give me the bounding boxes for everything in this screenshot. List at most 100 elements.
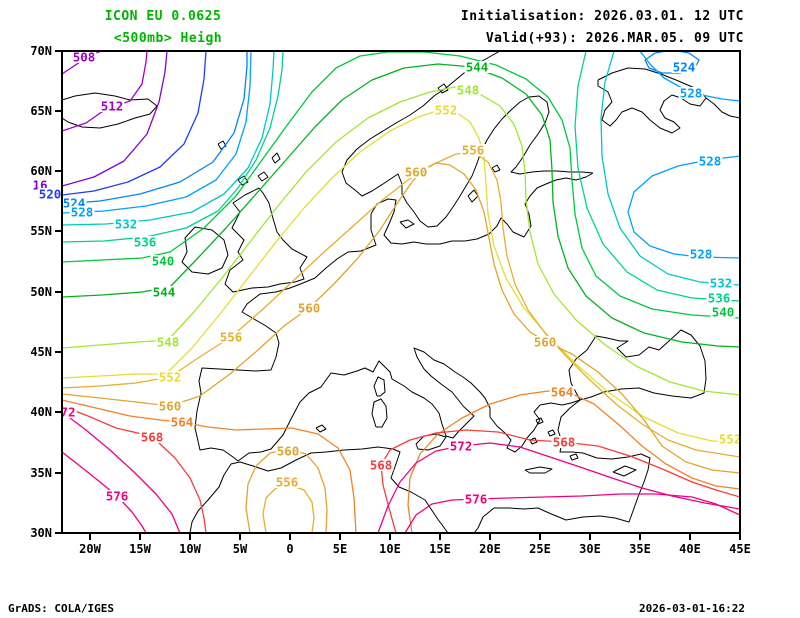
contour-label-bg (717, 433, 743, 445)
axes-layer: 70N 65N 60N 55N 50N 45N 40N 35N 30N 20W 15W 10W 5W 0 5… (30, 44, 751, 556)
contour-line-576 (62, 451, 147, 533)
contour-label-bg (671, 61, 697, 73)
contour-label-bg (706, 292, 732, 304)
contour-label-572: 572 (450, 439, 473, 454)
coastline-path (597, 67, 707, 134)
lon-tick-label: 20E (479, 542, 501, 556)
model-title: ICON EU 0.0625 (105, 9, 222, 24)
coastline-path (217, 140, 227, 150)
coastline-path (224, 187, 308, 293)
lat-tick-label: 70N (30, 44, 52, 58)
contour-line-564 (407, 390, 740, 533)
contour-line-516 (62, 51, 168, 187)
contour-label-528: 528 (680, 86, 703, 101)
contour-label-bg (37, 188, 63, 200)
contour-line-552 (62, 109, 740, 443)
contour-label-528: 528 (690, 247, 713, 262)
lon-tick-label: 0 (286, 542, 293, 556)
lat-tick-label: 35N (30, 466, 52, 480)
contour-label-508: 508 (73, 50, 96, 65)
lon-tick-label: 15E (429, 542, 451, 556)
contour-line-528 (62, 51, 252, 214)
contour-label-bg (155, 336, 181, 348)
coastline-path (612, 465, 637, 477)
contour-line-572 (62, 411, 181, 533)
contour-label-bg (169, 416, 195, 428)
contour-label-bg (697, 155, 723, 167)
lat-tick-label: 30N (30, 526, 52, 540)
contour-label-564: 564 (171, 415, 194, 430)
lon-tick-label: 10E (379, 542, 401, 556)
level-title: <500mb> Heigh (114, 31, 222, 46)
contour-line-536 (574, 51, 740, 302)
contour-label-bg (532, 336, 558, 348)
lon-tick-label: 5W (233, 542, 248, 556)
contour-label-568: 568 (553, 435, 576, 450)
contour-label-564: 564 (551, 385, 574, 400)
contour-label-536: 536 (134, 235, 157, 250)
contour-label-bg (688, 248, 714, 260)
contour-label-bg (296, 302, 322, 314)
valid-time-label: Valid(+93): 2026.MAR.05. 09 UTC (486, 31, 744, 46)
contour-line-540 (62, 51, 740, 319)
contour-line-560 (62, 162, 740, 474)
contour-label-536: 536 (708, 291, 731, 306)
contour-line-532 (600, 51, 740, 286)
contour-label-bg (551, 436, 577, 448)
contour-label-bg (274, 476, 300, 488)
contour-label-528: 528 (71, 205, 94, 220)
lat-tick-label: 50N (30, 285, 52, 299)
contour-label-556: 556 (276, 475, 299, 490)
contour-label-544: 544 (153, 285, 176, 300)
grads-credit: GrADS: COLA/IGES (8, 602, 114, 615)
lat-tick-label: 65N (30, 104, 52, 118)
contour-label-bg (455, 84, 481, 96)
contour-label-560: 560 (534, 335, 557, 350)
contour-label-556: 556 (462, 143, 485, 158)
lon-tick-label: 5E (333, 542, 347, 556)
lon-tick-label: 40E (679, 542, 701, 556)
contour-label-560: 560 (159, 399, 182, 414)
contour-label-bg (218, 331, 244, 343)
contour-label-bg (549, 386, 575, 398)
contour-line-568 (380, 429, 740, 533)
contour-label-bg (113, 218, 139, 230)
contour-label-552: 552 (719, 432, 742, 447)
creation-timestamp: 2026-03-01-16:22 (639, 602, 745, 615)
contour-line-536 (62, 51, 284, 243)
contour-label-bg (448, 440, 474, 452)
contour-label-532: 532 (115, 217, 138, 232)
coastline-path (181, 226, 229, 275)
coastline-path (547, 429, 556, 437)
contour-label-bg (132, 236, 158, 248)
contour-label-568: 568 (141, 430, 164, 445)
contour-label-552: 552 (435, 103, 458, 118)
contour-line-568 (62, 405, 207, 533)
coastline-path (569, 453, 579, 461)
init-time-label: Initialisation: 2026.03.01. 12 UTC (461, 9, 744, 24)
contour-label-560: 560 (277, 444, 300, 459)
coastline-path (705, 97, 740, 119)
contour-label-bg (157, 371, 183, 383)
lon-tick-label: 45E (729, 542, 751, 556)
contour-label-bg (708, 277, 734, 289)
lon-tick-label: 20W (79, 542, 101, 556)
contour-label-572: 72 (60, 405, 75, 420)
contour-label-bg (433, 104, 459, 116)
contour-label-556: 556 (220, 330, 243, 345)
lon-tick-label: 30E (579, 542, 601, 556)
contour-label-bg (69, 206, 95, 218)
contour-line-576 (404, 493, 740, 533)
contour-line-564 (62, 399, 357, 533)
contour-line-556 (262, 484, 315, 533)
contour-label-bg (710, 306, 736, 318)
lon-tick-label: 35E (629, 542, 651, 556)
contour-label-bg (157, 400, 183, 412)
lon-tick-label: 10W (179, 542, 201, 556)
contour-line-524 (62, 51, 248, 205)
contour-label-bg (368, 459, 394, 471)
contour-label-524: 524 (673, 60, 696, 75)
coastline-path (257, 171, 269, 182)
